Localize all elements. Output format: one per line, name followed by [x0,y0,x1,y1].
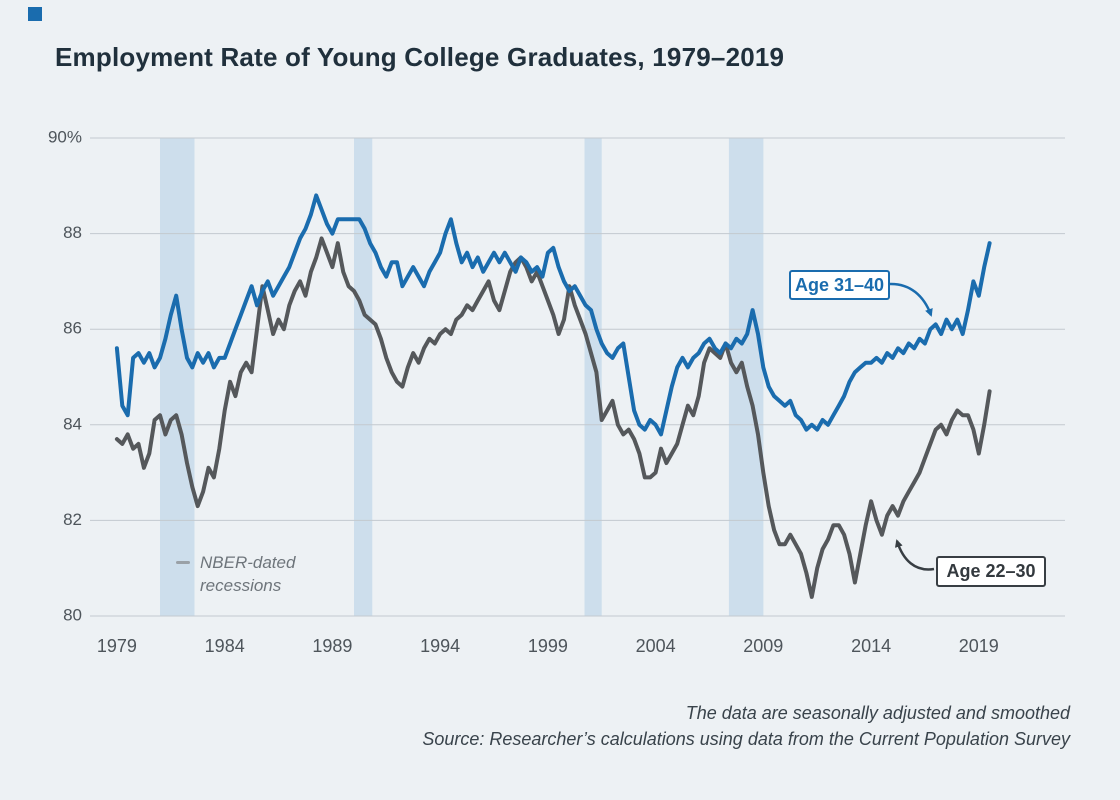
series-line-age-31–40 [114,193,992,437]
y-tick-label: 80 [63,605,82,624]
y-tick-label: 88 [63,223,82,242]
age-22-30-label: Age 22–30 [936,556,1046,587]
age-31-40-label: Age 31–40 [789,270,890,300]
recession-band [160,138,195,616]
y-tick-label: 86 [63,319,82,338]
nber-brand-square [28,7,42,21]
series-line-age-22–30 [114,236,992,599]
y-tick-label: 82 [63,510,82,529]
y-tick-label: 84 [63,414,82,433]
x-tick-label: 1989 [312,636,352,656]
x-tick-label: 2009 [743,636,783,656]
x-tick-label: 2019 [959,636,999,656]
chart-footnotes: The data are seasonally adjusted and smo… [422,700,1070,752]
recession-band [354,138,373,616]
recession-legend-text: NBER-dated recessions [200,553,296,595]
x-tick-label: 1984 [205,636,245,656]
x-tick-label: 1994 [420,636,460,656]
recession-band [584,138,602,616]
y-tick-label: 90% [48,127,82,146]
x-tick-label: 1979 [97,636,137,656]
age-31-40-arrow [888,282,933,317]
age-22-30-arrow [894,539,935,571]
x-tick-label: 2004 [636,636,676,656]
chart-title: Employment Rate of Young College Graduat… [55,42,785,72]
recession-legend: NBER-dated recessions [176,552,308,598]
footnote-line2: Source: Researcher’s calculations using … [422,729,1070,750]
x-tick-label: 1999 [528,636,568,656]
recession-marker-icon [176,561,190,564]
x-tick-label: 2014 [851,636,891,656]
footnote-line1: The data are seasonally adjusted and smo… [685,703,1070,723]
